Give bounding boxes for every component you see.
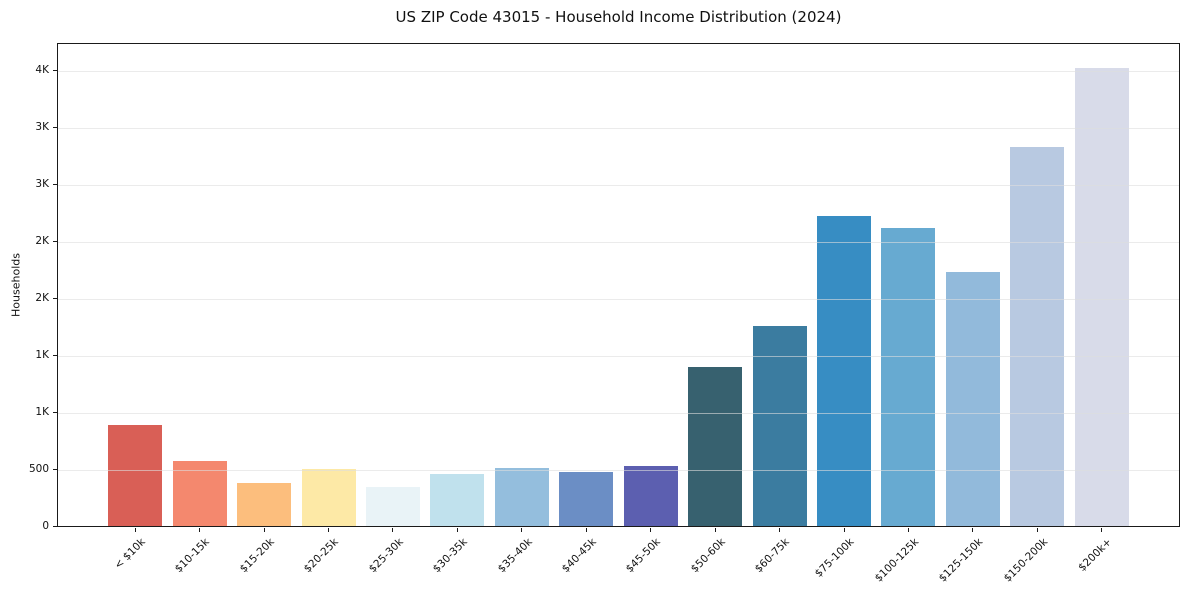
bar-60-75k — [752, 326, 807, 526]
bar-150-200k — [1010, 147, 1065, 526]
bar-75-100k — [817, 216, 872, 526]
bar-20-25k — [301, 469, 356, 526]
x-tick-mark — [328, 528, 330, 532]
x-tick-mark — [263, 528, 265, 532]
bar-10k — [108, 425, 163, 526]
y-tick-mark — [53, 355, 57, 357]
bar-45-50k — [623, 466, 678, 526]
y-tick-label: 2K — [35, 292, 49, 305]
y-tick-label: 2K — [35, 235, 49, 248]
x-tick-label: $30-35k — [430, 536, 470, 576]
x-tick-mark — [714, 528, 716, 532]
y-tick-mark — [53, 127, 57, 129]
x-tick-label: $75-100k — [812, 536, 857, 580]
x-tick-label: < $10k — [112, 536, 148, 572]
x-tick-mark — [779, 528, 781, 532]
y-tick-label: 1K — [35, 406, 49, 419]
bar-30-35k — [430, 474, 485, 526]
y-tick-label: 3K — [35, 121, 49, 134]
x-tick-mark — [392, 528, 394, 532]
y-tick-mark — [53, 184, 57, 186]
y-tick-label: 4K — [35, 64, 49, 77]
bar-50-60k — [688, 367, 743, 526]
x-tick-label: $50-60k — [688, 536, 728, 576]
x-tick-label: $10-15k — [173, 536, 213, 576]
x-tick-mark — [972, 528, 974, 532]
x-tick-mark — [650, 528, 652, 532]
bar-200k — [1074, 68, 1129, 526]
bar-10-15k — [172, 461, 227, 526]
chart-title: US ZIP Code 43015 - Household Income Dis… — [395, 8, 842, 26]
bar-35-40k — [494, 468, 549, 526]
bar-100-125k — [881, 228, 936, 526]
x-tick-label: $100-125k — [872, 536, 921, 585]
x-tick-label: $125-150k — [936, 536, 986, 585]
x-tick-label: $200k+ — [1076, 536, 1115, 574]
x-tick-mark — [1101, 528, 1103, 532]
y-tick-mark — [53, 298, 57, 300]
x-tick-label: $150-200k — [1001, 536, 1050, 585]
x-tick-label: $60-75k — [752, 536, 793, 576]
y-tick-mark — [53, 469, 57, 471]
x-tick-mark — [199, 528, 201, 532]
y-tick-mark — [53, 241, 57, 243]
x-tick-label: $35-40k — [495, 536, 535, 576]
x-tick-mark — [1036, 528, 1038, 532]
x-tick-label: $25-30k — [366, 536, 406, 576]
x-tick-label: $15-20k — [237, 536, 277, 576]
y-tick-label: 1K — [35, 349, 49, 362]
y-tick-label: 0 — [42, 520, 49, 532]
gridline — [58, 128, 1179, 130]
y-tick-label: 3K — [35, 178, 49, 191]
x-tick-mark — [456, 528, 458, 532]
y-tick-mark — [53, 412, 57, 414]
x-tick-mark — [521, 528, 523, 532]
gridline — [58, 71, 1179, 73]
x-tick-mark — [585, 528, 587, 532]
bar-40-45k — [559, 472, 614, 526]
x-tick-mark — [134, 528, 136, 532]
y-axis-label: Households — [9, 253, 23, 317]
bar-25-30k — [365, 487, 420, 526]
x-tick-label: $45-50k — [624, 536, 664, 576]
x-tick-label: $20-25k — [301, 536, 342, 576]
y-tick-mark — [53, 70, 57, 72]
bar-15-20k — [237, 483, 292, 526]
x-tick-mark — [843, 528, 845, 532]
bar-125-150k — [945, 272, 1000, 526]
plot-area — [57, 43, 1180, 527]
y-tick-mark — [53, 526, 57, 527]
x-tick-label: $40-45k — [559, 536, 599, 576]
y-tick-label: 500 — [28, 463, 49, 476]
x-tick-mark — [907, 528, 909, 532]
